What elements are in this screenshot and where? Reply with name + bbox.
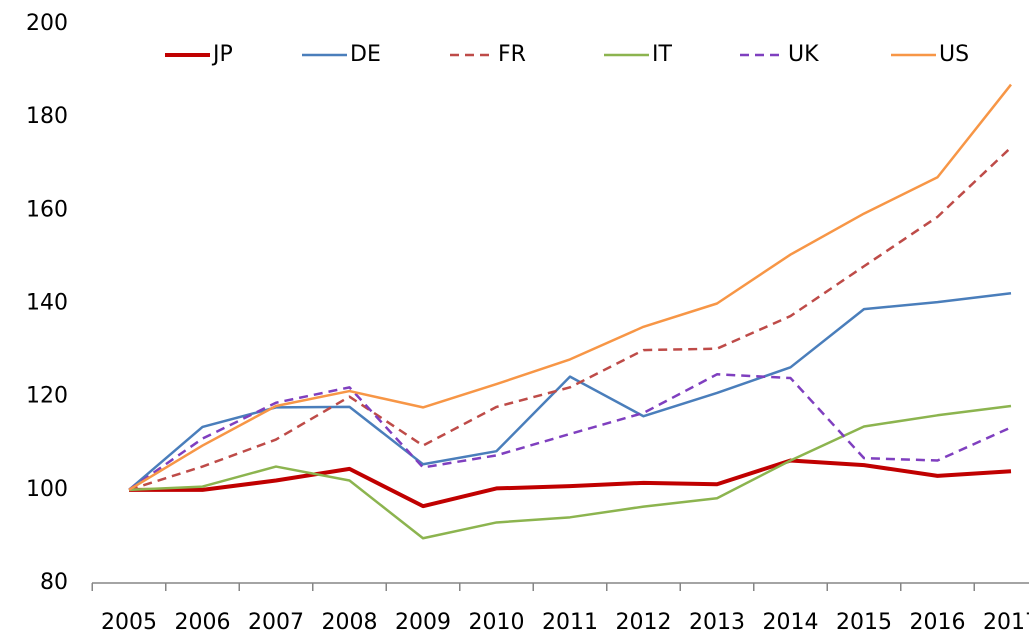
series-line <box>128 373 1012 491</box>
x-tick-label: 2012 <box>616 610 672 635</box>
x-tick-label: 2005 <box>101 610 157 635</box>
y-tick-label: 180 <box>26 104 68 129</box>
y-tick-label: 200 <box>26 11 68 36</box>
x-tick-label: 2007 <box>248 610 304 635</box>
legend-label: IT <box>652 42 672 67</box>
x-tick-label: 2010 <box>469 610 525 635</box>
x-tick-label: 2013 <box>689 610 745 635</box>
y-tick-label: 140 <box>26 291 68 316</box>
x-tick-label: 2011 <box>542 610 598 635</box>
series-line <box>129 458 1012 509</box>
x-tick-label: 2015 <box>836 610 892 635</box>
series-line <box>128 146 1012 492</box>
x-tick-label: 2014 <box>763 610 819 635</box>
y-tick-label: 120 <box>26 384 68 409</box>
y-tick-label: 100 <box>26 477 68 502</box>
x-tick-label: 2016 <box>910 610 966 635</box>
series-line <box>128 83 1012 491</box>
series-line <box>128 404 1012 540</box>
y-tick-label: 80 <box>40 570 68 595</box>
x-tick-label: 2006 <box>175 610 231 635</box>
legend-label: UK <box>788 42 819 67</box>
x-tick-label: 2017 <box>983 610 1029 635</box>
legend-label: FR <box>498 42 526 67</box>
x-tick-label: 2009 <box>395 610 451 635</box>
x-tick-label: 2008 <box>322 610 378 635</box>
y-tick-label: 160 <box>26 197 68 222</box>
legend-label: DE <box>350 42 381 67</box>
series-line <box>128 292 1012 491</box>
legend-label: JP <box>211 42 233 67</box>
legend-label: US <box>939 42 969 67</box>
